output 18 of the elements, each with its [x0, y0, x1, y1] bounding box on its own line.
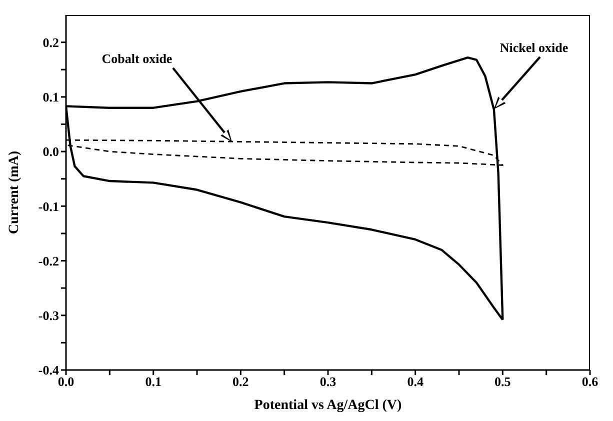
x-tick-label: 0.6 — [582, 374, 599, 390]
y-axis-title: Current (mA) — [7, 150, 22, 234]
y-tick-label: 0.2 — [42, 34, 59, 50]
x-tick-label: 0.5 — [494, 374, 512, 390]
y-tick-label: -0.2 — [38, 253, 59, 268]
x-tick-label: 0.3 — [320, 374, 337, 390]
y-tick-label: 0.0 — [42, 144, 59, 160]
x-tick-label: 0.2 — [232, 374, 249, 390]
y-tick-label: -0.4 — [38, 362, 60, 378]
y-tick-label: 0.1 — [42, 90, 59, 105]
annotation: Cobalt oxide — [102, 51, 172, 66]
y-tick-label: -0.1 — [38, 198, 59, 214]
x-tick-label: 0.4 — [407, 374, 424, 390]
x-axis-title: Potential vs Ag/AgCl (V) — [254, 398, 402, 413]
x-tick-label: 0.1 — [145, 374, 162, 390]
annotation: Nickel oxide — [500, 40, 568, 55]
x-tick-label: 0.0 — [58, 374, 74, 390]
y-tick-label: -0.3 — [38, 308, 60, 323]
